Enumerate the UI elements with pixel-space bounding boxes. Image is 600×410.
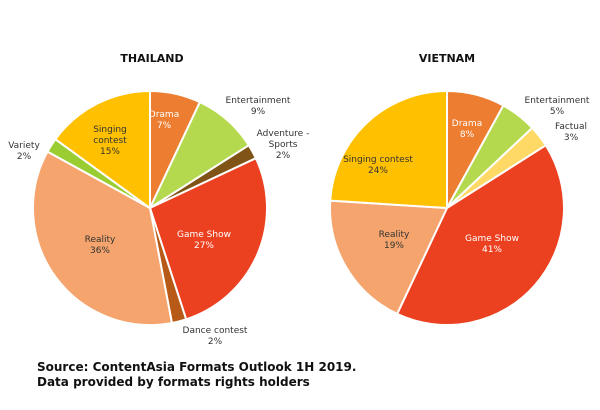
label-variety: Variety 2% <box>8 141 40 162</box>
label-entertainment: Entertainment 9% <box>226 96 291 117</box>
label-drama: Drama 7% <box>149 110 179 131</box>
label-singing-contest: Singing contest 24% <box>343 155 413 176</box>
slice-game-show <box>149 157 268 321</box>
label-reality: Reality 36% <box>85 235 116 256</box>
slice-reality <box>329 199 448 315</box>
chart-title: VIETNAM <box>419 52 475 65</box>
label-factual: Factual 3% <box>555 122 587 143</box>
label-drama: Drama 8% <box>452 119 482 140</box>
label-game-show: Game Show 41% <box>465 234 519 255</box>
chart-title: THAILAND <box>120 52 183 65</box>
label-reality: Reality 19% <box>379 230 410 251</box>
label-singing-contest: Singing contest 15% <box>93 125 127 157</box>
footnote-line-2: Data provided by formats rights holders <box>37 375 310 389</box>
label-dance-contest: Dance contest 2% <box>183 326 248 347</box>
label-game-show: Game Show 27% <box>177 230 231 251</box>
pie-chart-thailand: THAILAND Drama 7% Entertainment 9% Adventure … <box>8 52 309 347</box>
label-adventure-sports: Adventure -Sports 2% <box>257 129 310 161</box>
slice-reality <box>32 150 173 326</box>
slice-singing-contest <box>54 90 151 209</box>
slice-game-show <box>396 144 565 326</box>
label-entertainment: Entertainment 5% <box>525 96 590 117</box>
pie-chart-vietnam: VIETNAM Drama 8% Entertainment 5% Factual 3% Ga… <box>329 52 590 326</box>
source-footnote: Source: ContentAsia Formats Outlook 1H 2… <box>37 360 577 390</box>
slice-singing-contest <box>329 90 448 209</box>
footnote-line-1: Source: ContentAsia Formats Outlook 1H 2… <box>37 360 357 374</box>
